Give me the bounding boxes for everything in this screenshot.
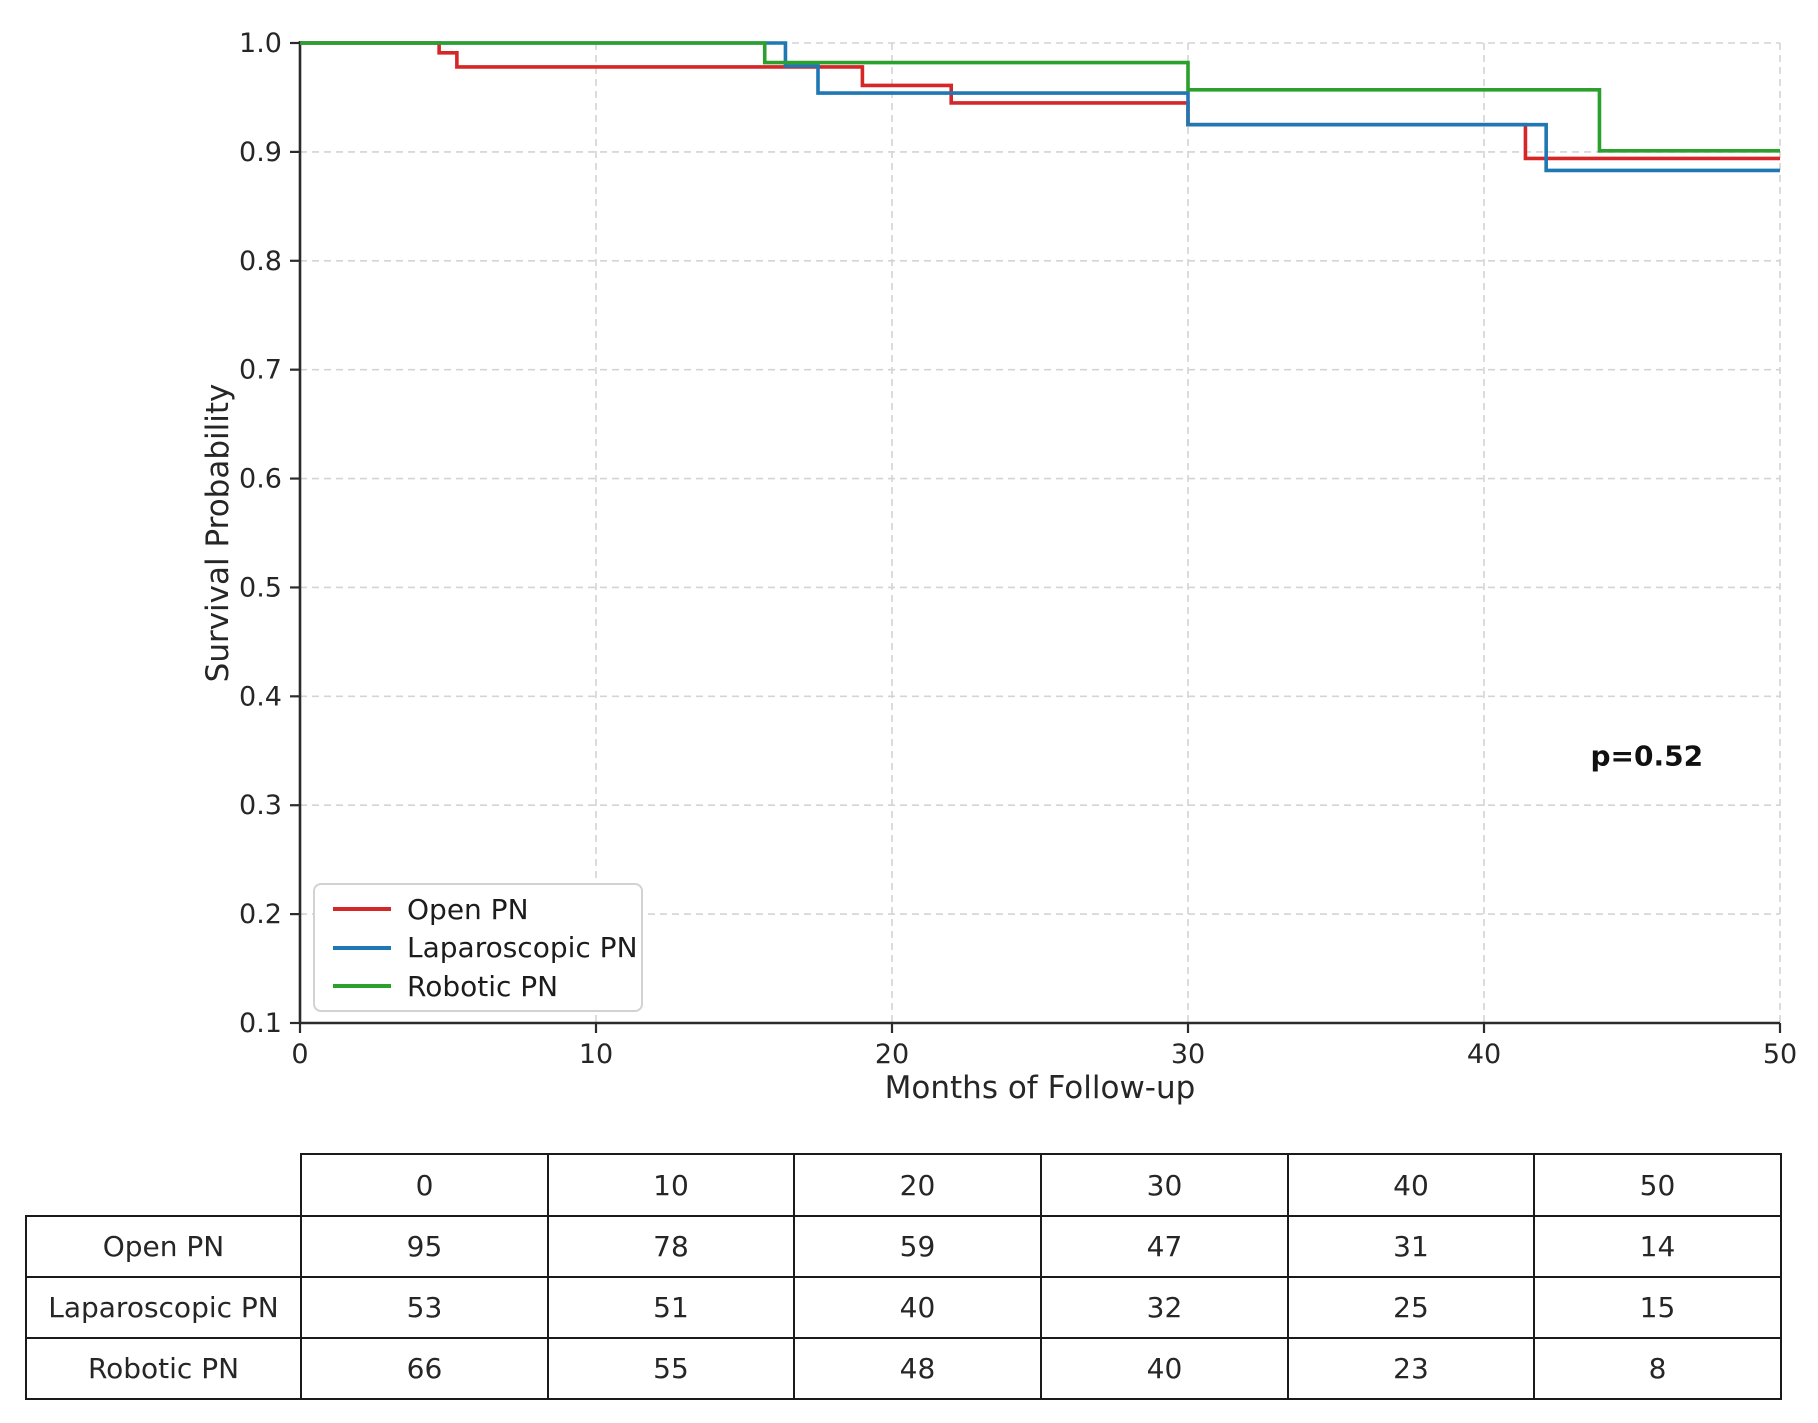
- x-axis-title: Months of Follow-up: [884, 1070, 1196, 1106]
- legend-label: Open PN: [407, 892, 529, 926]
- y-tick-label: 1.0: [239, 28, 282, 59]
- x-tick-label: 10: [579, 1039, 613, 1070]
- legend-entry-robotic-pn: Robotic PN: [333, 970, 641, 1003]
- risk-table-time-header: 20: [793, 1153, 1042, 1217]
- risk-table-value-cell: 31: [1287, 1215, 1535, 1278]
- risk-table-value-cell: 15: [1533, 1276, 1782, 1339]
- legend-entry-open-pn: Open PN: [333, 893, 641, 926]
- x-tick-label: 20: [875, 1039, 909, 1070]
- risk-table-time-header: 40: [1287, 1153, 1535, 1217]
- number-at-risk-table: 0 10 20 30 40 50 Open PN 95 78 59 47 31 14 Laparoscop…: [25, 1153, 1782, 1400]
- risk-table-value-cell: 14: [1533, 1215, 1782, 1278]
- risk-table-value-cell: 40: [793, 1276, 1042, 1339]
- risk-table-row-label: Open PN: [25, 1215, 302, 1278]
- legend: Open PN Laparoscopic PN Robotic PN: [313, 883, 643, 1012]
- risk-table-value-cell: 78: [547, 1215, 795, 1278]
- survival-curve-open-pn: [300, 41, 1780, 161]
- risk-table-value-cell: 48: [793, 1337, 1042, 1400]
- y-tick-label: 0.8: [239, 246, 282, 277]
- y-tick-label: 0.6: [239, 464, 282, 495]
- survival-curve-robotic-pn: [300, 41, 1780, 153]
- risk-table-header-row: 0 10 20 30 40 50: [26, 1153, 1782, 1217]
- legend-label: Laparoscopic PN: [407, 931, 638, 964]
- y-axis-title: Survival Probability: [200, 383, 236, 683]
- y-tick-label: 0.5: [239, 572, 282, 603]
- risk-table-value-cell: 25: [1287, 1276, 1535, 1339]
- risk-table-blank-cell: [26, 1154, 301, 1216]
- survival-chart: 0 10 20 30 40 50 0.1 0.2 0.3 0.4 0.5 0.6 0.7 0.8 0.9 1.…: [239, 28, 1797, 1070]
- y-tick-label: 0.1: [239, 1008, 282, 1039]
- x-tick-label: 40: [1467, 1039, 1501, 1070]
- risk-table-row: Robotic PN 66 55 48 40 23 8: [25, 1337, 1782, 1400]
- risk-table-value-cell: 32: [1040, 1276, 1289, 1339]
- risk-table-time-header: 50: [1533, 1153, 1782, 1217]
- risk-table-value-cell: 8: [1533, 1337, 1782, 1400]
- y-tick-label: 0.3: [239, 790, 282, 821]
- x-tick-label: 0: [291, 1039, 308, 1070]
- x-tick-label: 30: [1171, 1039, 1205, 1070]
- risk-table: 0 10 20 30 40 50 Open PN 95 78 59 47 31 14 Laparoscop…: [25, 1153, 1782, 1400]
- y-tick-label: 0.9: [239, 137, 282, 168]
- risk-table-value-cell: 55: [547, 1337, 795, 1400]
- risk-table-value-cell: 66: [300, 1337, 549, 1400]
- survival-curve-laparoscopic-pn: [300, 41, 1780, 173]
- robotic-pn-line-swatch: [333, 984, 391, 988]
- y-tick-label: 0.2: [239, 899, 282, 930]
- risk-table-value-cell: 95: [300, 1215, 549, 1278]
- risk-table-value-cell: 51: [547, 1276, 795, 1339]
- y-tick-label: 0.7: [239, 355, 282, 386]
- risk-table-row: Laparoscopic PN 53 51 40 32 25 15: [25, 1276, 1782, 1339]
- risk-table-value-cell: 59: [793, 1215, 1042, 1278]
- p-value-annotation: p=0.52: [1590, 739, 1704, 773]
- risk-table-time-header: 0: [300, 1153, 549, 1217]
- risk-table-value-cell: 23: [1287, 1337, 1535, 1400]
- legend-label: Robotic PN: [407, 969, 559, 1003]
- risk-table-row: Open PN 95 78 59 47 31 14: [25, 1215, 1782, 1278]
- open-pn-line-swatch: [333, 907, 391, 911]
- risk-table-time-header: 10: [547, 1153, 795, 1217]
- risk-table-row-label: Robotic PN: [25, 1337, 302, 1400]
- risk-table-value-cell: 40: [1040, 1337, 1289, 1400]
- y-tick-label: 0.4: [239, 681, 282, 712]
- risk-table-row-label: Laparoscopic PN: [25, 1276, 302, 1339]
- risk-table-time-header: 30: [1040, 1153, 1289, 1217]
- x-tick-label: 50: [1763, 1039, 1797, 1070]
- legend-entry-laparoscopic-pn: Laparoscopic PN: [333, 931, 641, 964]
- risk-table-value-cell: 53: [300, 1276, 549, 1339]
- risk-table-value-cell: 47: [1040, 1215, 1289, 1278]
- laparoscopic-pn-line-swatch: [333, 945, 391, 950]
